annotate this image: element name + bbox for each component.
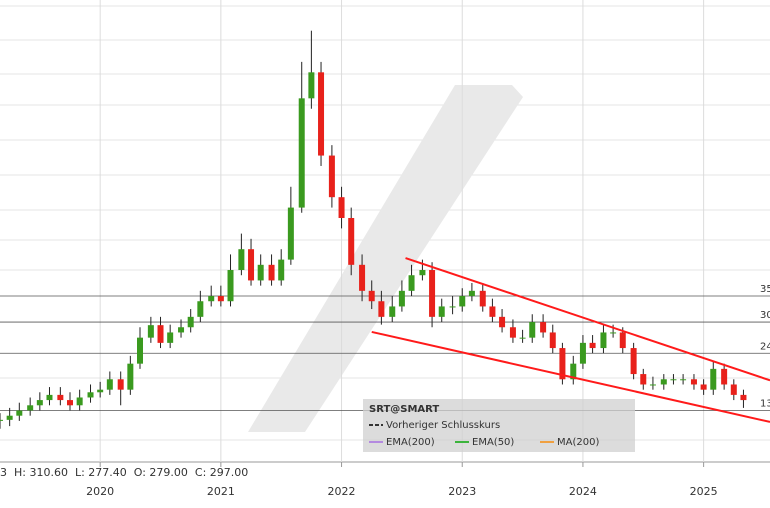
candle-body (519, 337, 526, 339)
candle-body (16, 410, 23, 416)
candle-body (489, 306, 496, 317)
candle-body (197, 301, 204, 317)
trend-line (405, 257, 770, 382)
candle-body (700, 384, 707, 390)
candle-body (630, 348, 637, 375)
candle-body (649, 384, 656, 386)
candle-body (378, 301, 385, 317)
legend-box (363, 399, 635, 452)
candle-body (328, 155, 335, 198)
x-tick-label: 2024 (569, 485, 597, 498)
legend-label: MA(200) (557, 437, 599, 448)
candle-body (660, 379, 667, 385)
candle-body (640, 374, 647, 385)
candle-body (248, 249, 255, 281)
x-tick-label: 2023 (448, 485, 476, 498)
candle-body (419, 270, 426, 276)
candle-body (167, 332, 174, 343)
candle-body (238, 249, 245, 271)
x-tick-label: 2025 (690, 485, 718, 498)
legend-label: EMA(200) (386, 437, 435, 448)
candle-body (438, 306, 445, 317)
candle-body (408, 275, 415, 291)
candle-body (529, 322, 536, 338)
x-tick-label: 2021 (207, 485, 235, 498)
candle-body (287, 207, 294, 260)
candle-body (559, 348, 566, 380)
legend: SRT@SMART Vorheriger Schlusskurs EMA(200) E… (363, 399, 635, 452)
candle-body (680, 379, 687, 381)
candle-body (178, 327, 185, 333)
candle-body (570, 363, 577, 380)
candle-body (117, 379, 124, 390)
candle-body (227, 270, 234, 302)
candle-body (348, 217, 355, 265)
candle-body (137, 337, 143, 364)
candle-body (278, 259, 285, 281)
candle-body (730, 384, 737, 395)
candle-body (600, 332, 607, 349)
level-label: 24 (760, 341, 770, 352)
candle-body (97, 389, 104, 393)
ohlc-info: 3 H: 310.60 L: 277.40 O: 279.00 C: 297.0… (0, 466, 248, 479)
candle-body (479, 290, 486, 307)
watermark (248, 85, 523, 432)
legend-label: EMA(50) (472, 437, 514, 448)
candle-body (429, 270, 436, 317)
candle-body (549, 332, 556, 349)
candle-body (449, 306, 456, 308)
candle-body (308, 72, 315, 99)
candle-body (359, 264, 366, 291)
candle-body (76, 397, 83, 406)
candle-body (217, 296, 224, 302)
candle-body (619, 332, 626, 349)
candle-body (208, 296, 215, 302)
candle-body (187, 316, 194, 328)
x-tick-label: 2020 (86, 485, 114, 498)
level-label: 30 (760, 310, 770, 321)
candle-body (459, 296, 466, 307)
x-tick-label: 2022 (328, 485, 356, 498)
candle-body (67, 400, 73, 406)
candle-body (57, 394, 64, 401)
candle-body (298, 98, 305, 208)
candle-body (690, 379, 697, 385)
candle-body (468, 290, 475, 297)
candle-body (509, 327, 516, 338)
candle-body (368, 290, 375, 302)
candle-body (0, 419, 3, 421)
candle-body (46, 394, 53, 401)
candle-body (127, 363, 134, 390)
candle-body (147, 325, 154, 338)
candle-body (318, 72, 325, 156)
candle-body (36, 400, 43, 406)
trend-line (371, 330, 770, 423)
level-label: 13 (760, 398, 770, 409)
legend-title: SRT@SMART (369, 404, 439, 415)
candle-body (338, 197, 345, 218)
candle-body (157, 325, 164, 343)
candle-body (740, 394, 747, 401)
candle-body (579, 342, 586, 364)
candle-body (257, 264, 264, 281)
legend-label: Vorheriger Schlusskurs (386, 420, 500, 431)
candle-body (27, 405, 34, 411)
candle-body (721, 368, 728, 385)
candle-body (106, 379, 113, 390)
candle-body (499, 316, 506, 328)
candle-body (589, 342, 596, 349)
level-label: 35 (760, 284, 770, 295)
candle-body (268, 264, 275, 281)
candle-body (670, 379, 677, 381)
candle-body (87, 392, 94, 398)
candle-body (540, 322, 547, 333)
candle-body (6, 415, 13, 420)
candle-body (389, 306, 396, 317)
candle-body (710, 368, 717, 390)
candle-body (398, 290, 405, 307)
candle-body (610, 332, 617, 334)
